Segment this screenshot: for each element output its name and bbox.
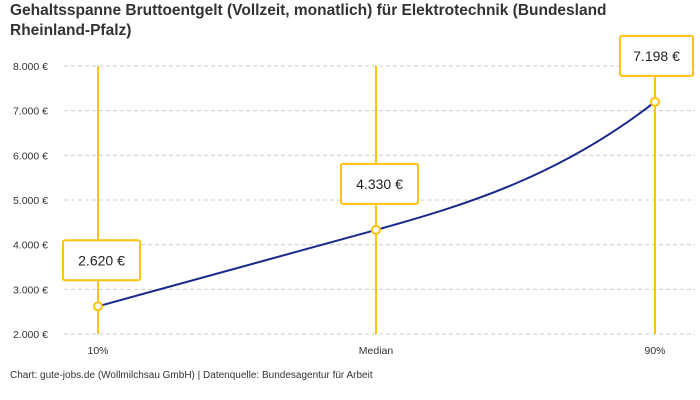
- y-tick-label: 7.000 €: [13, 106, 48, 118]
- data-label: 4.330 €: [356, 176, 403, 192]
- data-label-box: [619, 34, 694, 77]
- data-label: 7.198 €: [633, 48, 680, 64]
- y-tick-label: 2.000 €: [13, 329, 48, 341]
- data-point: [371, 224, 381, 235]
- y-tick-label: 4.000 €: [13, 240, 48, 252]
- x-tick-label: Median: [359, 345, 394, 357]
- data-label-box: [62, 239, 141, 282]
- y-tick-label: 8.000 €: [13, 61, 48, 73]
- data-label: 2.620 €: [78, 252, 125, 268]
- y-tick-label: 5.000 €: [13, 195, 48, 207]
- y-tick-label: 3.000 €: [13, 284, 48, 296]
- data-label-box: [340, 162, 419, 205]
- chart-credit: Chart: gute-jobs.de (Wollmilchsau GmbH) …: [10, 370, 373, 381]
- x-tick-label: 10%: [87, 345, 108, 357]
- data-point: [93, 301, 103, 312]
- y-tick-label: 6.000 €: [13, 150, 48, 162]
- data-point: [650, 96, 660, 107]
- chart-title: Gehaltsspanne Bruttoentgelt (Vollzeit, m…: [10, 2, 607, 39]
- x-tick-label: 90%: [644, 345, 665, 357]
